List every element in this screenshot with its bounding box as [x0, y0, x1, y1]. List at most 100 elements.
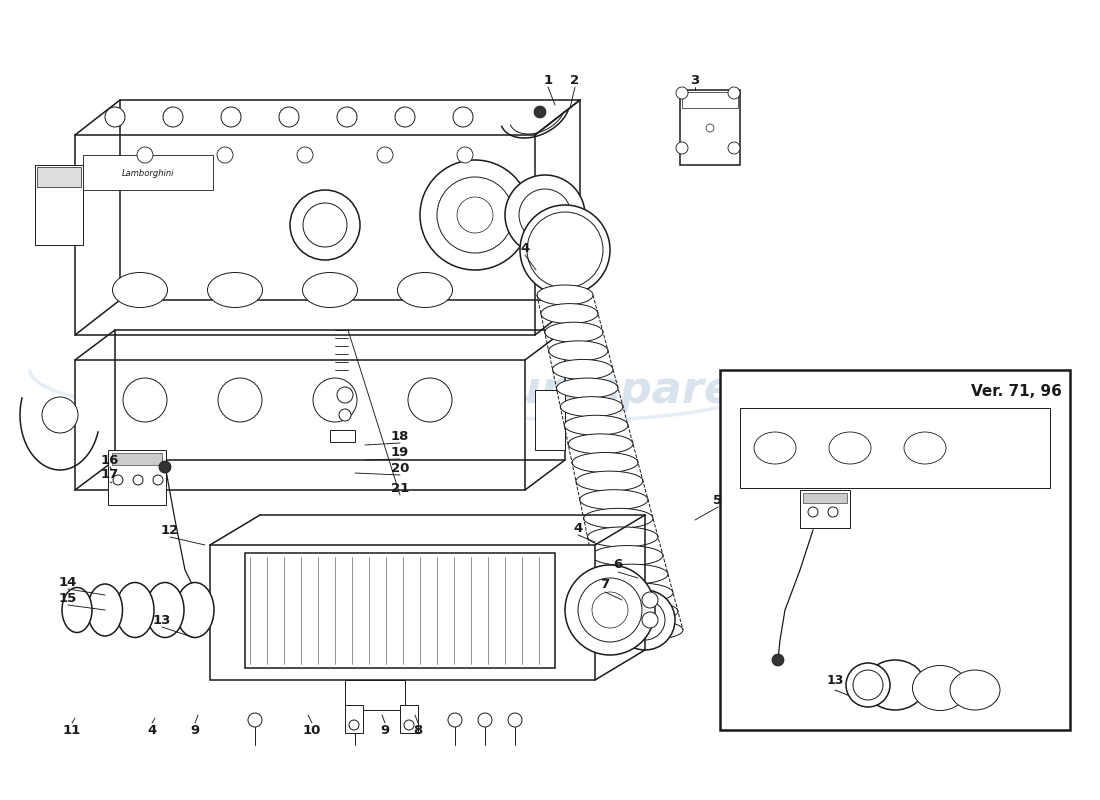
Circle shape	[315, 598, 329, 612]
Circle shape	[527, 212, 603, 288]
Text: 7: 7	[601, 578, 609, 591]
Circle shape	[728, 142, 740, 154]
Bar	[245, 553, 556, 668]
Circle shape	[565, 565, 654, 655]
Ellipse shape	[584, 508, 653, 528]
Text: Ver. 71, 96: Ver. 71, 96	[971, 385, 1062, 399]
Text: 5: 5	[714, 494, 723, 506]
Bar	[345, 680, 405, 710]
Circle shape	[676, 87, 688, 99]
Ellipse shape	[560, 397, 623, 417]
Circle shape	[377, 147, 393, 163]
Circle shape	[456, 147, 473, 163]
Ellipse shape	[913, 666, 968, 710]
Circle shape	[615, 590, 675, 650]
Circle shape	[642, 592, 658, 608]
Bar	[112, 453, 162, 465]
Circle shape	[133, 475, 143, 485]
Circle shape	[153, 475, 163, 485]
Text: 16: 16	[101, 454, 119, 466]
Circle shape	[395, 107, 415, 127]
Ellipse shape	[950, 670, 1000, 710]
Circle shape	[339, 409, 351, 421]
Circle shape	[676, 142, 688, 154]
Ellipse shape	[544, 322, 603, 342]
Bar	[803, 493, 847, 503]
Bar	[35, 165, 82, 245]
Text: 4: 4	[520, 242, 529, 254]
Circle shape	[218, 378, 262, 422]
Text: 14: 14	[58, 575, 77, 589]
Ellipse shape	[600, 582, 673, 602]
Ellipse shape	[541, 304, 598, 324]
Circle shape	[297, 147, 313, 163]
Bar	[345, 705, 363, 733]
Text: 21: 21	[390, 482, 409, 494]
Circle shape	[420, 160, 530, 270]
Circle shape	[519, 189, 571, 241]
Ellipse shape	[146, 582, 184, 638]
Circle shape	[448, 713, 462, 727]
Ellipse shape	[208, 273, 263, 307]
Circle shape	[349, 720, 359, 730]
Circle shape	[478, 713, 492, 727]
Circle shape	[456, 197, 493, 233]
Circle shape	[337, 387, 353, 403]
Ellipse shape	[397, 273, 452, 307]
Circle shape	[578, 578, 642, 642]
Text: 4: 4	[147, 723, 156, 737]
Ellipse shape	[865, 660, 925, 710]
Circle shape	[846, 663, 890, 707]
Ellipse shape	[829, 432, 871, 464]
Ellipse shape	[580, 490, 648, 510]
Text: 12: 12	[161, 523, 179, 537]
Circle shape	[728, 87, 740, 99]
Text: 6: 6	[614, 558, 623, 571]
Bar	[680, 90, 740, 165]
Ellipse shape	[572, 453, 638, 473]
Bar	[75, 135, 535, 335]
Bar	[210, 545, 595, 680]
Bar	[720, 370, 1070, 730]
Ellipse shape	[62, 587, 92, 633]
Circle shape	[327, 577, 343, 593]
Ellipse shape	[557, 378, 618, 398]
Circle shape	[625, 600, 666, 640]
Circle shape	[113, 475, 123, 485]
Circle shape	[408, 378, 452, 422]
Circle shape	[348, 713, 362, 727]
Ellipse shape	[112, 273, 167, 307]
Text: 15: 15	[59, 591, 77, 605]
Bar	[330, 430, 355, 442]
Text: 9: 9	[190, 723, 199, 737]
Text: 18: 18	[390, 430, 409, 442]
Bar	[740, 408, 1050, 488]
Circle shape	[772, 654, 784, 666]
Circle shape	[160, 461, 170, 473]
Ellipse shape	[603, 602, 678, 622]
Bar	[75, 360, 525, 490]
Circle shape	[505, 175, 585, 255]
Ellipse shape	[754, 432, 796, 464]
Text: 3: 3	[691, 74, 700, 86]
Bar	[82, 155, 213, 190]
Circle shape	[706, 124, 714, 132]
Circle shape	[279, 107, 299, 127]
Text: 13: 13	[826, 674, 844, 686]
Circle shape	[292, 598, 305, 612]
Ellipse shape	[587, 527, 658, 547]
Ellipse shape	[549, 341, 608, 361]
Circle shape	[104, 107, 125, 127]
Circle shape	[278, 556, 342, 620]
Bar	[682, 92, 738, 108]
Circle shape	[828, 507, 838, 517]
Text: 9: 9	[381, 723, 389, 737]
Circle shape	[534, 106, 546, 118]
Circle shape	[808, 507, 818, 517]
Circle shape	[217, 147, 233, 163]
Text: 2: 2	[571, 74, 580, 86]
Ellipse shape	[564, 415, 628, 435]
Ellipse shape	[568, 434, 632, 454]
Text: Lamborghini: Lamborghini	[122, 169, 174, 178]
Circle shape	[123, 378, 167, 422]
